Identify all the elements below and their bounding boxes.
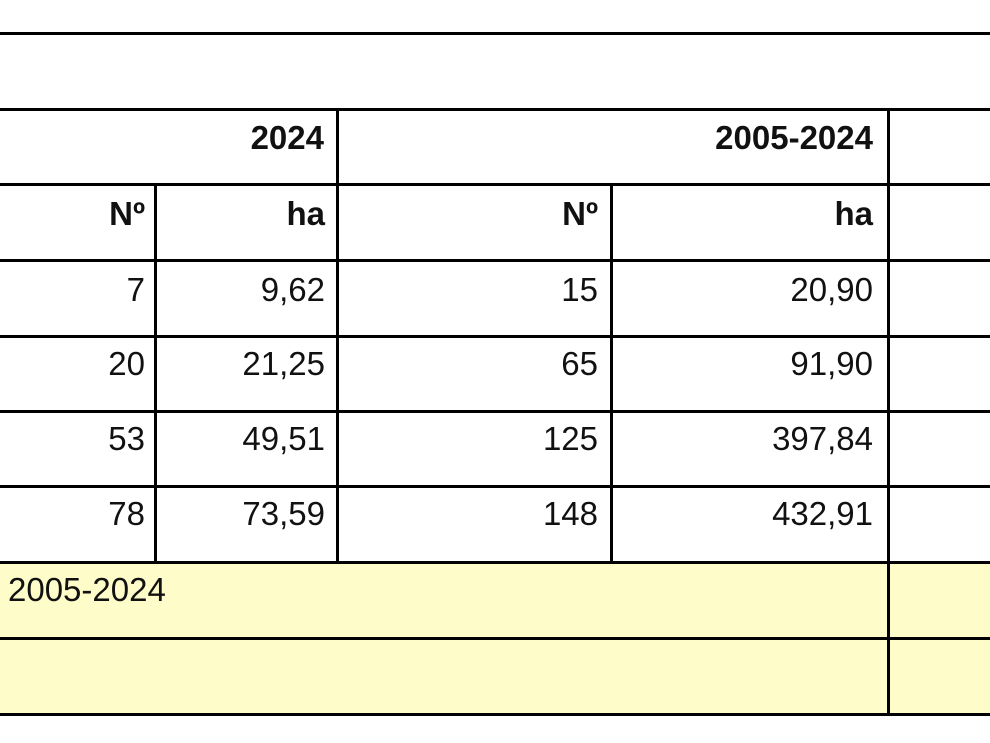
cell-value: 397,84	[772, 420, 873, 457]
cell-value: 65	[561, 345, 598, 382]
footer-label: 2005-2024	[8, 571, 166, 608]
column-header: Nº	[562, 195, 598, 232]
cell-value: 20,90	[790, 271, 873, 308]
rule	[0, 485, 990, 488]
rule	[0, 561, 990, 564]
rule	[0, 32, 990, 35]
cell-value: 21,25	[242, 345, 325, 382]
cell-value: 125	[542, 420, 598, 457]
rule	[0, 335, 990, 338]
rule	[0, 108, 990, 111]
cell-value: 78	[108, 495, 145, 532]
group-header: 2005-2024	[715, 119, 873, 156]
rule	[154, 183, 157, 563]
rule	[887, 108, 890, 716]
cell-value: 20	[108, 345, 145, 382]
cell-value: 53	[108, 420, 145, 457]
cell-value: 49,51	[242, 420, 325, 457]
cell-value: 432,91	[772, 495, 873, 532]
rule	[0, 637, 990, 640]
column-header: ha	[286, 195, 325, 232]
cell-value: 7	[126, 271, 145, 308]
cell-value: 15	[561, 271, 598, 308]
cell-value: 9,62	[260, 271, 325, 308]
rule	[336, 108, 339, 563]
group-header: 2024	[250, 119, 324, 156]
rule	[0, 259, 990, 262]
rule	[610, 183, 613, 563]
cell-value: 73,59	[242, 495, 325, 532]
cell-value: 148	[542, 495, 598, 532]
rule	[0, 410, 990, 413]
column-header: ha	[834, 195, 873, 232]
cell-value: 91,90	[790, 345, 873, 382]
rule	[0, 183, 990, 186]
column-header: Nº	[109, 195, 145, 232]
rule	[0, 713, 990, 716]
